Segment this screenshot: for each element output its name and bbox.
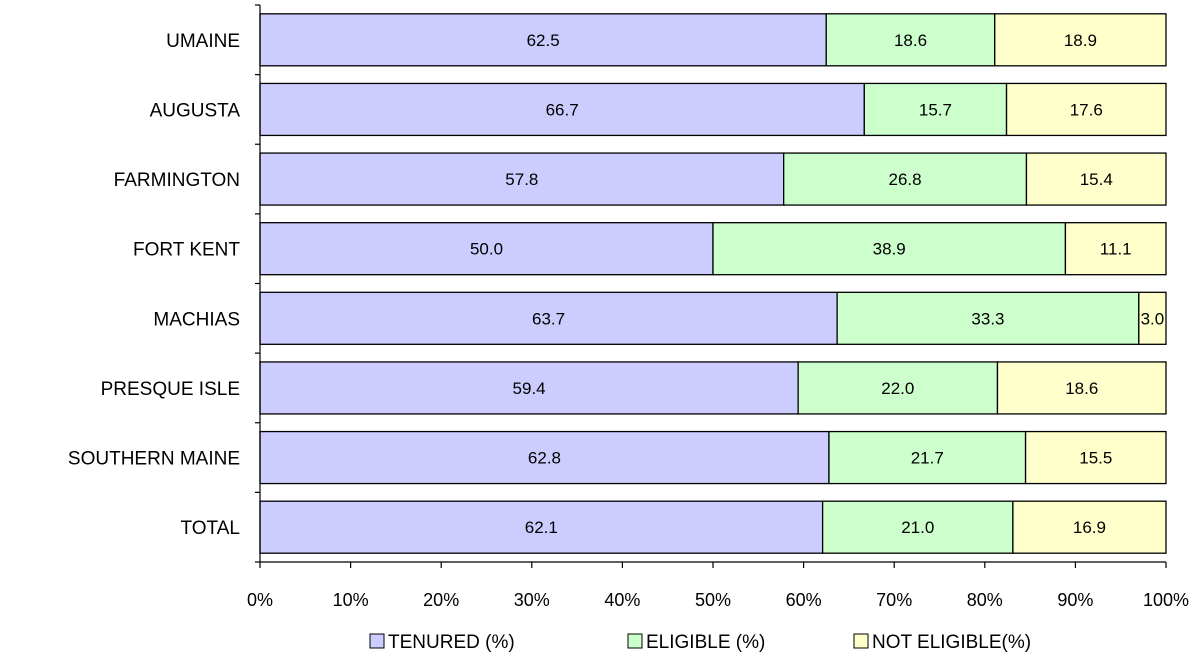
- data-label: 59.4: [513, 379, 546, 398]
- data-label: 3.0: [1141, 309, 1165, 328]
- x-tick-label: 30%: [514, 590, 550, 610]
- category-label: PRESQUE ISLE: [101, 379, 240, 400]
- bar-southern-maine-series-0: [259, 430, 830, 485]
- data-label: 38.9: [873, 240, 906, 259]
- legend-label: ELIGIBLE (%): [646, 632, 765, 653]
- axes: [255, 4, 1167, 568]
- data-label: 62.5: [527, 31, 560, 50]
- bar-total-series-2: [1012, 500, 1167, 554]
- data-label: 21.7: [911, 449, 944, 468]
- category-label: MACHIAS: [153, 309, 240, 330]
- data-label: 15.4: [1080, 170, 1113, 189]
- legend: TENURED (%) ELIGIBLE (%) NOT ELIGIBLE(%): [369, 632, 1031, 653]
- data-label: 11.1: [1100, 240, 1132, 259]
- category-label: SOUTHERN MAINE: [68, 449, 240, 470]
- bar-augusta-series-0: [259, 82, 865, 137]
- data-label: 22.0: [881, 379, 914, 398]
- x-tick-label: 0%: [247, 590, 273, 610]
- x-tick-label: 90%: [1057, 590, 1093, 610]
- legend-label: NOT ELIGIBLE(%): [872, 632, 1031, 653]
- legend-swatch: [853, 633, 869, 649]
- category-label: TOTAL: [181, 518, 240, 539]
- data-label: 66.7: [546, 100, 579, 119]
- data-label: 15.5: [1079, 449, 1112, 468]
- data-label: 16.9: [1073, 518, 1106, 537]
- legend-swatch: [369, 633, 385, 649]
- legend-swatch: [627, 633, 643, 649]
- data-label: 26.8: [889, 170, 922, 189]
- bar-southern-maine-series-1: [828, 430, 1027, 485]
- bar-umaine-series-1: [825, 13, 996, 67]
- data-label: 18.6: [894, 31, 927, 50]
- data-label: 18.9: [1064, 31, 1097, 50]
- bar-machias-series-2: [1138, 291, 1167, 345]
- data-label: 57.8: [505, 170, 538, 189]
- x-tick-label: 40%: [604, 590, 640, 610]
- data-label: 18.6: [1065, 379, 1098, 398]
- bar-southern-maine-series-2: [1024, 430, 1167, 485]
- x-tick-label: 60%: [786, 590, 822, 610]
- category-label: FORT KENT: [133, 240, 240, 261]
- bar-umaine-series-2: [994, 13, 1167, 67]
- category-label: FARMINGTON: [114, 170, 240, 191]
- x-tick-label: 80%: [967, 590, 1003, 610]
- data-label: 50.0: [470, 240, 503, 259]
- category-label: AUGUSTA: [150, 100, 241, 121]
- data-label: 62.1: [525, 518, 558, 537]
- data-label: 15.7: [919, 100, 952, 119]
- bar-farmington-series-0: [259, 152, 785, 206]
- legend-label: TENURED (%): [388, 632, 515, 653]
- data-label: 33.3: [971, 309, 1004, 328]
- bar-farmington-series-1: [783, 152, 1028, 206]
- x-tick-label: 50%: [695, 590, 731, 610]
- x-tick-label: 10%: [333, 590, 369, 610]
- bar-presque-isle-series-2: [996, 361, 1167, 415]
- bar-farmington-series-2: [1025, 152, 1167, 206]
- data-label: 17.6: [1070, 100, 1103, 119]
- bar-machias-series-1: [836, 291, 1140, 345]
- x-tick-label: 100%: [1143, 590, 1189, 610]
- data-label: 21.0: [901, 518, 934, 537]
- bars-layer: [259, 13, 1167, 554]
- bar-fort-kent-series-0: [259, 222, 714, 276]
- bar-umaine-series-0: [259, 13, 827, 67]
- x-tick-label: 20%: [423, 590, 459, 610]
- labels-layer: 62.5 18.6 18.9 UMAINE 66.7 15.7 17.6 AUGUSTA 57.…: [68, 31, 1189, 610]
- bar-augusta-series-1: [863, 82, 1008, 137]
- bar-total-series-0: [259, 500, 824, 554]
- bar-presque-isle-series-1: [797, 361, 999, 415]
- category-label: UMAINE: [166, 31, 240, 52]
- bar-augusta-series-2: [1005, 82, 1167, 137]
- bar-fort-kent-series-2: [1064, 222, 1167, 276]
- data-label: 63.7: [532, 309, 565, 328]
- bar-machias-series-0: [259, 291, 838, 345]
- data-label: 62.8: [528, 449, 561, 468]
- bar-total-series-1: [821, 500, 1014, 554]
- x-tick-label: 70%: [876, 590, 912, 610]
